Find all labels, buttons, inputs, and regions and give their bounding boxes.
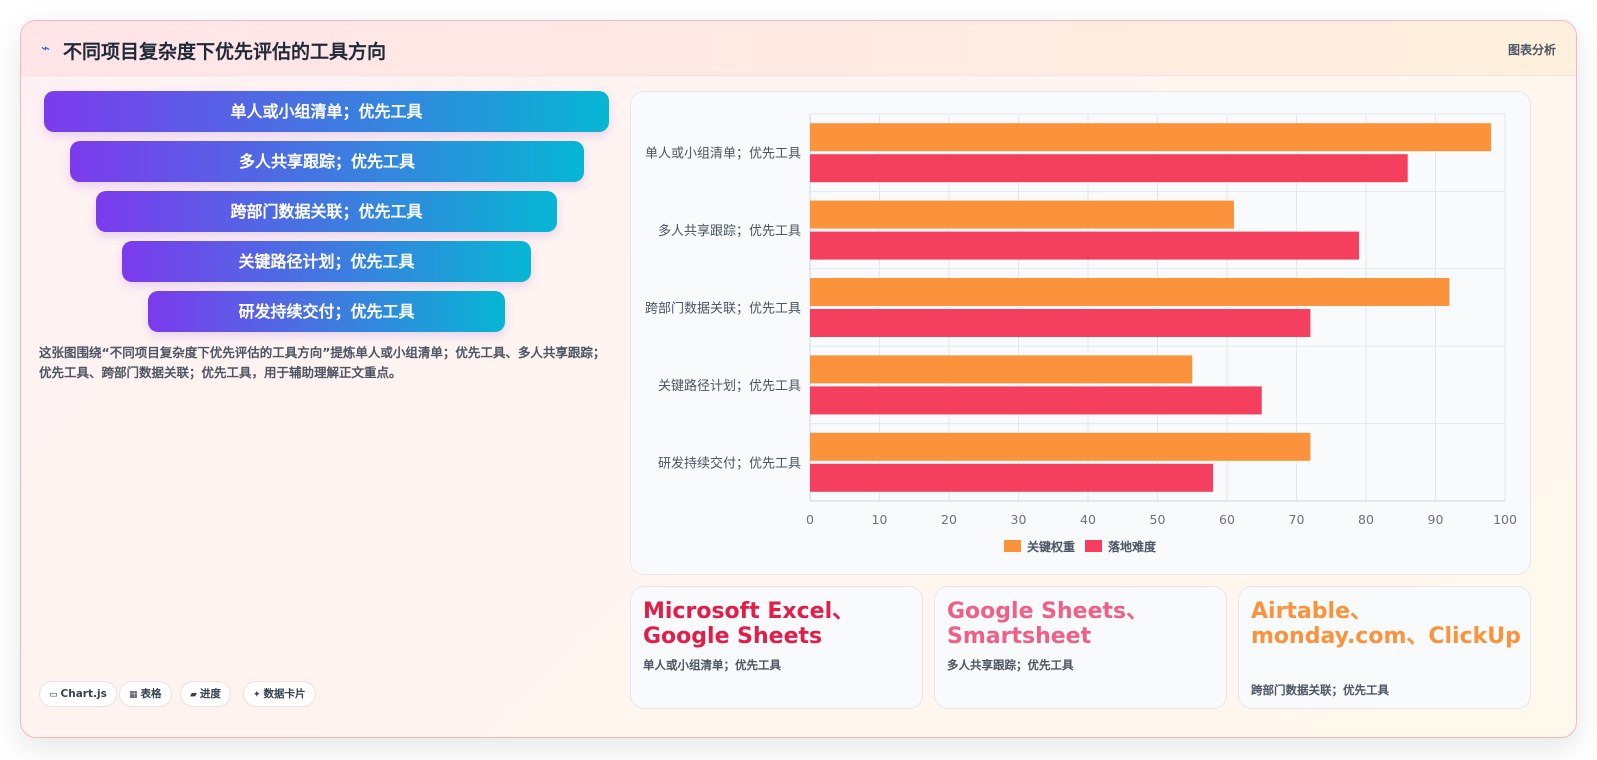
tool-card: Airtable、monday.com、ClickUp 跨部门数据关联；优先工具	[1238, 586, 1531, 709]
bar	[810, 231, 1360, 260]
legend-swatch	[1085, 540, 1102, 552]
y-tick-label: 研发持续交付；优先工具	[658, 455, 801, 471]
legend-label: 落地难度	[1108, 539, 1157, 554]
bar	[810, 355, 1193, 384]
x-tick-label: 50	[1150, 512, 1166, 527]
bar	[810, 432, 1311, 461]
funnel-step: 跨部门数据关联；优先工具	[96, 191, 557, 232]
tool-card-title: Microsoft Excel、Google Sheets	[643, 599, 855, 649]
chip-label: 进度	[199, 688, 221, 700]
chip-data-card[interactable]: ✦ 数据卡片	[243, 681, 316, 707]
chip-label: 表格	[140, 688, 162, 700]
chip-table[interactable]: ▦ 表格	[119, 681, 172, 707]
x-tick-label: 20	[941, 512, 957, 527]
table-icon: ▦	[129, 690, 138, 700]
page-title: 不同项目复杂度下优先评估的工具方向	[63, 41, 387, 63]
x-tick-label: 10	[872, 512, 888, 527]
funnel-step: 研发持续交付；优先工具	[148, 291, 505, 332]
tool-card-subtitle: 多人共享跟踪；优先工具	[947, 658, 1074, 672]
bar	[810, 200, 1234, 229]
x-tick-label: 80	[1358, 512, 1374, 527]
tool-card-title: Google Sheets、Smartsheet	[947, 599, 1149, 649]
bar-chart: 0 10 20 30 40 50 60 70 80 90 100 单人或小组清单；优先工具多人共享跟踪…	[645, 113, 1517, 554]
y-tick-label: 跨部门数据关联；优先工具	[645, 302, 801, 317]
bar	[810, 463, 1214, 492]
bar	[810, 154, 1408, 183]
bar	[810, 278, 1450, 306]
chip-chartjs[interactable]: ▭ Chart.js	[39, 681, 117, 707]
header-badge: 图表分析	[1507, 43, 1556, 57]
x-tick-label: 90	[1428, 512, 1444, 527]
tool-card: Google Sheets、Smartsheet 多人共享跟踪；优先工具	[934, 586, 1227, 709]
legend-label: 关键权重	[1027, 539, 1075, 554]
y-tick-label: 单人或小组清单；优先工具	[645, 147, 801, 162]
tool-card-subtitle: 跨部门数据关联；优先工具	[1251, 683, 1389, 697]
x-tick-label: 0	[806, 512, 814, 527]
chip-progress[interactable]: ▰ 进度	[180, 681, 231, 707]
progress-icon: ▰	[190, 690, 197, 700]
y-tick-label: 多人共享跟踪；优先工具	[658, 223, 801, 239]
chart-icon: ▭	[49, 690, 58, 700]
x-tick-label: 40	[1080, 512, 1096, 527]
zigzag-icon: ⌁	[41, 39, 51, 57]
sparkle-icon: ✦	[253, 690, 261, 700]
funnel-step: 关键路径计划；优先工具	[122, 241, 531, 282]
funnel-step: 多人共享跟踪；优先工具	[70, 141, 584, 182]
x-tick-label: 30	[1011, 512, 1027, 527]
legend-swatch	[1004, 540, 1021, 552]
bar	[810, 309, 1311, 337]
tool-card: Microsoft Excel、Google Sheets 单人或小组清单；优先…	[630, 586, 923, 709]
bar	[810, 386, 1262, 415]
chart-panel: 0 10 20 30 40 50 60 70 80 90 100 单人或小组清单；优先工具多人共享跟踪…	[630, 91, 1531, 575]
main-card: ⌁ 不同项目复杂度下优先评估的工具方向 图表分析 单人或小组清单；优先工具 多人…	[20, 20, 1577, 738]
tool-card-title: Airtable、monday.com、ClickUp	[1251, 599, 1521, 649]
header-bar: ⌁ 不同项目复杂度下优先评估的工具方向 图表分析	[21, 21, 1576, 76]
chip-label: Chart.js	[60, 688, 107, 700]
bar	[810, 123, 1492, 152]
description-text: 这张图围绕“不同项目复杂度下优先评估的工具方向”提炼单人或小组清单；优先工具、多…	[39, 345, 606, 380]
y-tick-label: 关键路径计划；优先工具	[658, 378, 801, 394]
chip-label: 数据卡片	[263, 688, 306, 700]
x-tick-label: 100	[1493, 512, 1517, 527]
x-tick-label: 60	[1219, 512, 1235, 527]
tool-card-subtitle: 单人或小组清单；优先工具	[643, 658, 781, 672]
x-tick-label: 70	[1289, 512, 1305, 527]
funnel-step: 单人或小组清单；优先工具	[44, 91, 609, 132]
